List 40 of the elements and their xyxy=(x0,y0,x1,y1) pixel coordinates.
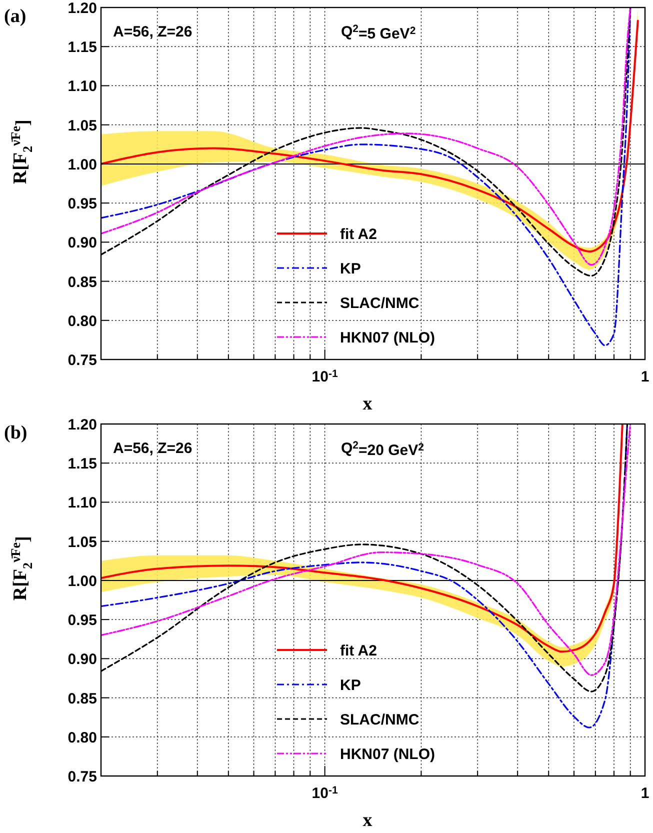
y-tick-label: 0.85 xyxy=(68,274,97,291)
y-tick-label: 0.75 xyxy=(68,768,97,786)
annotation: Q$^{2}$=5 GeV$^{2}$ xyxy=(341,22,416,43)
y-tick-label: 0.80 xyxy=(68,312,97,330)
legend-label: HKN07 (NLO) xyxy=(340,330,436,346)
legend-label: KP xyxy=(340,260,361,278)
x-tick-label: 1 xyxy=(640,785,650,802)
x-tick-label: 10$^{-1}$ xyxy=(312,784,338,802)
y-tick-label: 1.15 xyxy=(68,456,97,473)
chart-title: (b) xyxy=(4,422,28,444)
y-tick-label: 0.95 xyxy=(68,196,97,213)
x-axis-title: x xyxy=(362,394,373,414)
y-tick-label: 1.20 xyxy=(68,0,97,17)
y-tick-label: 0.90 xyxy=(68,234,97,252)
y-tick-label: 1.05 xyxy=(68,534,97,551)
y-tick-label: 0.90 xyxy=(68,651,97,668)
x-axis-title: x xyxy=(362,810,373,831)
y-tick-label: 1.10 xyxy=(68,494,97,512)
y-tick-label: 1.10 xyxy=(68,78,97,96)
annotation: A=56, Z=26 xyxy=(113,440,192,457)
x-tick-label: 10$^{-1}$ xyxy=(312,368,338,386)
legend-label: SLAC/NMC xyxy=(340,295,420,312)
legend-label: fit A2 xyxy=(340,642,377,660)
legend-label: KP xyxy=(340,677,361,694)
x-tick-label: 1 xyxy=(640,368,650,386)
y-tick-label: 0.85 xyxy=(68,690,97,708)
y-tick-label: 0.75 xyxy=(68,352,97,369)
annotation: Q$^{2}$=20 GeV$^{2}$ xyxy=(341,439,424,460)
y-tick-label: 1.00 xyxy=(68,572,97,590)
y-tick-label: 1.00 xyxy=(68,156,97,174)
y-tick-label: 1.05 xyxy=(68,117,97,134)
y-tick-label: 0.80 xyxy=(68,729,97,746)
legend-label: HKN07 (NLO) xyxy=(340,746,436,763)
chart-title: (a) xyxy=(4,6,26,27)
annotation: A=56, Z=26 xyxy=(113,24,192,40)
legend-label: fit A2 xyxy=(340,226,377,243)
legend-label: SLAC/NMC xyxy=(340,712,420,728)
y-tick-label: 0.95 xyxy=(68,612,97,630)
y-tick-label: 1.20 xyxy=(68,416,97,434)
y-tick-label: 1.15 xyxy=(68,39,97,56)
